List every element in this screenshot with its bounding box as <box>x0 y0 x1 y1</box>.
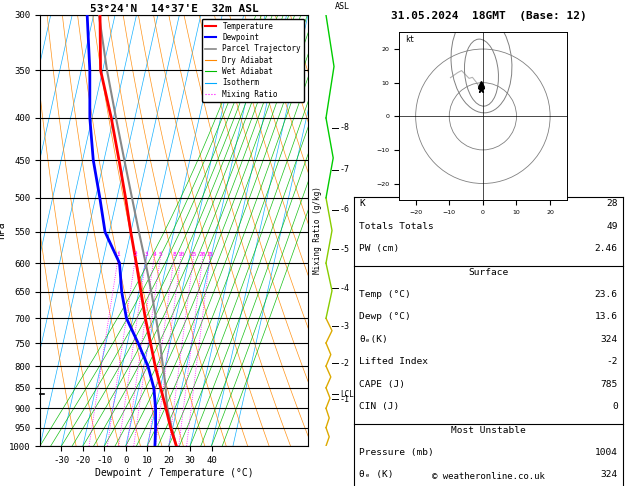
Text: 2.46: 2.46 <box>595 244 618 253</box>
Text: 13.6: 13.6 <box>595 312 618 322</box>
Text: 49: 49 <box>606 222 618 231</box>
Text: K: K <box>359 199 365 208</box>
Text: Totals Totals: Totals Totals <box>359 222 434 231</box>
Text: 785: 785 <box>601 380 618 389</box>
X-axis label: Dewpoint / Temperature (°C): Dewpoint / Temperature (°C) <box>95 468 253 478</box>
Text: θₑ (K): θₑ (K) <box>359 470 394 480</box>
Text: 4: 4 <box>152 252 156 257</box>
Text: θₑ(K): θₑ(K) <box>359 335 388 344</box>
Text: 3: 3 <box>145 252 148 257</box>
Text: Mixing Ratio (g/kg): Mixing Ratio (g/kg) <box>313 187 323 275</box>
Text: km
ASL: km ASL <box>335 0 350 11</box>
Text: 324: 324 <box>601 470 618 480</box>
Text: -1: -1 <box>340 395 350 404</box>
Text: -7: -7 <box>340 165 350 174</box>
Text: Dewp (°C): Dewp (°C) <box>359 312 411 322</box>
Text: 10: 10 <box>177 252 185 257</box>
Text: PW (cm): PW (cm) <box>359 244 399 253</box>
Text: CAPE (J): CAPE (J) <box>359 380 405 389</box>
Text: -5: -5 <box>340 244 350 254</box>
Y-axis label: hPa: hPa <box>0 222 6 239</box>
Text: 8: 8 <box>172 252 176 257</box>
Text: CIN (J): CIN (J) <box>359 402 399 411</box>
Text: Surface: Surface <box>469 268 509 277</box>
Text: LCL: LCL <box>340 390 354 399</box>
Text: 23.6: 23.6 <box>595 290 618 299</box>
Text: 20: 20 <box>199 252 206 257</box>
Text: -3: -3 <box>340 322 350 331</box>
Text: -4: -4 <box>340 284 350 293</box>
Text: -8: -8 <box>340 123 350 132</box>
Text: 28: 28 <box>606 199 618 208</box>
Text: -6: -6 <box>340 206 350 214</box>
Text: -2: -2 <box>340 359 350 368</box>
Text: 2: 2 <box>134 252 137 257</box>
Text: -2: -2 <box>606 357 618 366</box>
Text: 0: 0 <box>612 402 618 411</box>
Legend: Temperature, Dewpoint, Parcel Trajectory, Dry Adiabat, Wet Adiabat, Isotherm, Mi: Temperature, Dewpoint, Parcel Trajectory… <box>202 19 304 102</box>
Text: Most Unstable: Most Unstable <box>451 426 526 435</box>
Text: kt: kt <box>406 35 415 44</box>
Text: 5: 5 <box>159 252 162 257</box>
Text: Pressure (mb): Pressure (mb) <box>359 448 434 457</box>
Title: 53°24'N  14°37'E  32m ASL: 53°24'N 14°37'E 32m ASL <box>89 4 259 14</box>
Text: Temp (°C): Temp (°C) <box>359 290 411 299</box>
Text: Lifted Index: Lifted Index <box>359 357 428 366</box>
Text: 1: 1 <box>116 252 120 257</box>
Text: 15: 15 <box>190 252 198 257</box>
Text: 324: 324 <box>601 335 618 344</box>
Text: © weatheronline.co.uk: © weatheronline.co.uk <box>432 472 545 481</box>
Text: 25: 25 <box>206 252 214 257</box>
Text: 1004: 1004 <box>595 448 618 457</box>
Text: 31.05.2024  18GMT  (Base: 12): 31.05.2024 18GMT (Base: 12) <box>391 11 586 21</box>
